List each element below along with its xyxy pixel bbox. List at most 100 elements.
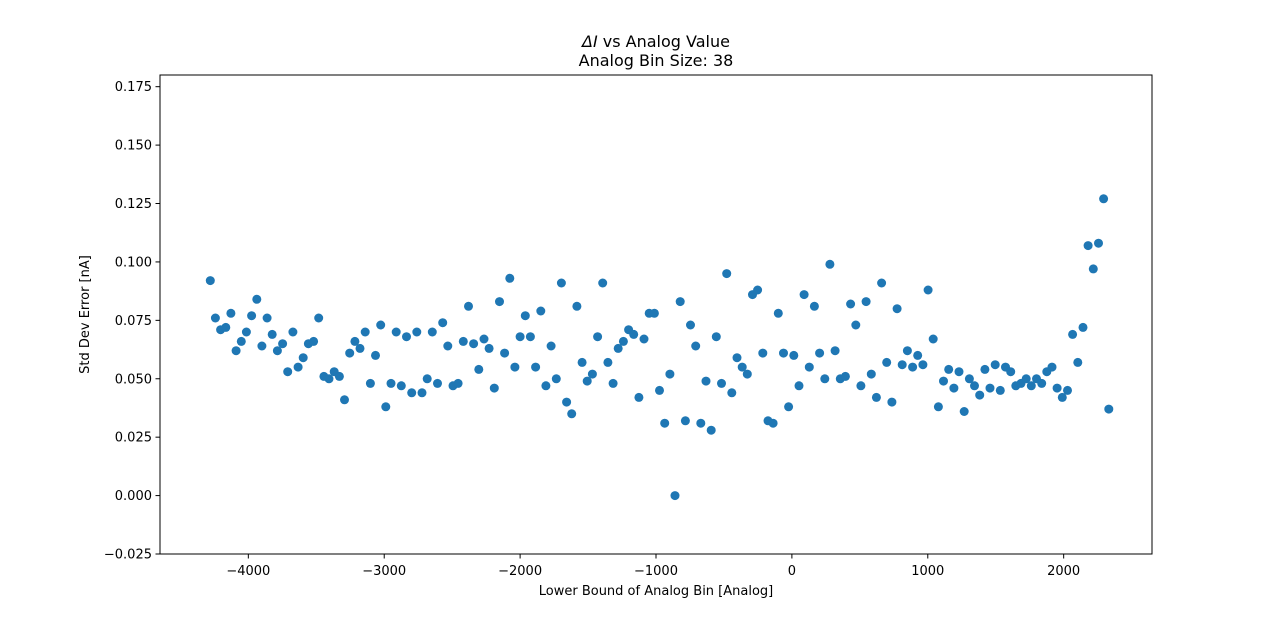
data-point-27 (345, 348, 355, 358)
data-point-9 (252, 294, 262, 304)
x-axis-ticks: −4000 −3000 −2000 −1000 0 1000 2000 (226, 554, 1080, 579)
data-point-40 (412, 327, 422, 337)
data-point-5 (231, 346, 241, 356)
data-point-116 (804, 362, 814, 372)
data-point-76 (598, 278, 608, 288)
y-tick-label-7: 0.150 (115, 139, 152, 154)
y-tick-label-3: 0.050 (115, 372, 152, 387)
data-point-58 (505, 273, 515, 283)
x-tick-label-4: 0 (788, 564, 796, 579)
data-point-168 (1073, 357, 1083, 367)
y-tick-label-4: 0.075 (115, 314, 152, 329)
x-tick-label-0: −4000 (226, 564, 270, 579)
data-point-146 (959, 407, 969, 416)
data-point-164 (1052, 383, 1062, 393)
data-point-170 (1083, 241, 1093, 251)
data-point-35 (386, 378, 396, 388)
data-point-129 (871, 392, 881, 402)
data-point-68 (556, 278, 566, 288)
data-point-25 (334, 371, 344, 381)
data-point-166 (1063, 385, 1072, 395)
data-point-41 (417, 388, 427, 398)
data-point-43 (427, 327, 437, 337)
data-point-155 (1006, 367, 1016, 377)
data-point-97 (706, 425, 716, 435)
data-point-148 (970, 381, 979, 391)
data-point-69 (562, 397, 572, 407)
data-point-45 (438, 318, 448, 328)
data-point-165 (1057, 392, 1067, 402)
data-point-52 (474, 364, 484, 374)
y-tick-label-0: −0.025 (104, 548, 152, 563)
chart-title: ΔI vs Analog Value (580, 32, 730, 51)
y-tick-label-1: 0.000 (115, 489, 152, 504)
data-point-18 (298, 353, 308, 363)
data-point-59 (510, 362, 520, 372)
data-point-126 (856, 381, 866, 391)
data-point-137 (913, 350, 923, 360)
x-tick-label-2: −2000 (498, 564, 542, 579)
data-point-49 (458, 336, 468, 346)
data-point-133 (892, 304, 902, 314)
data-point-30 (360, 327, 370, 337)
x-tick-label-1: −3000 (362, 564, 406, 579)
data-point-114 (794, 381, 804, 391)
data-point-173 (1099, 194, 1109, 204)
data-point-163 (1047, 362, 1057, 372)
data-point-32 (371, 350, 380, 360)
data-point-140 (928, 334, 938, 344)
data-point-132 (887, 397, 897, 407)
data-point-34 (381, 402, 391, 412)
data-point-111 (779, 348, 788, 358)
data-point-21 (314, 313, 324, 323)
data-point-96 (701, 376, 711, 386)
data-point-120 (825, 259, 835, 269)
data-point-89 (665, 369, 675, 379)
data-point-106 (753, 285, 763, 295)
data-point-93 (686, 320, 695, 330)
data-point-6 (236, 336, 246, 346)
data-points (205, 194, 1114, 501)
data-point-60 (515, 332, 525, 342)
data-point-147 (964, 374, 974, 384)
data-point-95 (696, 418, 706, 428)
data-point-127 (861, 297, 871, 307)
data-point-28 (350, 336, 360, 346)
data-point-80 (618, 336, 628, 346)
data-point-110 (773, 308, 783, 318)
data-point-125 (851, 320, 861, 330)
data-point-44 (433, 378, 442, 388)
data-point-66 (546, 341, 556, 351)
data-point-3 (221, 322, 231, 332)
data-point-61 (520, 311, 530, 321)
data-point-124 (846, 299, 856, 309)
data-point-103 (737, 362, 747, 372)
data-point-143 (944, 364, 954, 374)
data-point-75 (593, 332, 603, 342)
data-point-31 (365, 378, 375, 388)
data-point-62 (525, 332, 535, 342)
data-point-100 (722, 269, 732, 279)
data-point-16 (288, 327, 298, 337)
y-axis-label: Std Dev Error [nA] (78, 255, 93, 374)
data-point-149 (975, 390, 985, 400)
data-point-4 (226, 308, 236, 318)
data-point-11 (262, 313, 272, 323)
y-tick-label-8: 0.175 (115, 80, 152, 95)
data-point-153 (995, 385, 1005, 395)
x-tick-label-3: −1000 (634, 564, 678, 579)
data-point-118 (815, 348, 825, 358)
x-axis-label: Lower Bound of Analog Bin [Analog] (539, 584, 773, 599)
data-point-74 (587, 369, 597, 379)
data-point-90 (670, 491, 680, 501)
data-point-142 (939, 376, 948, 386)
data-point-128 (866, 369, 876, 379)
data-point-98 (711, 332, 721, 342)
data-point-172 (1094, 238, 1103, 248)
data-point-72 (577, 357, 587, 367)
data-point-33 (376, 320, 386, 330)
data-point-79 (613, 343, 623, 353)
data-point-56 (495, 297, 504, 307)
data-point-78 (608, 378, 618, 388)
data-point-42 (422, 374, 432, 384)
